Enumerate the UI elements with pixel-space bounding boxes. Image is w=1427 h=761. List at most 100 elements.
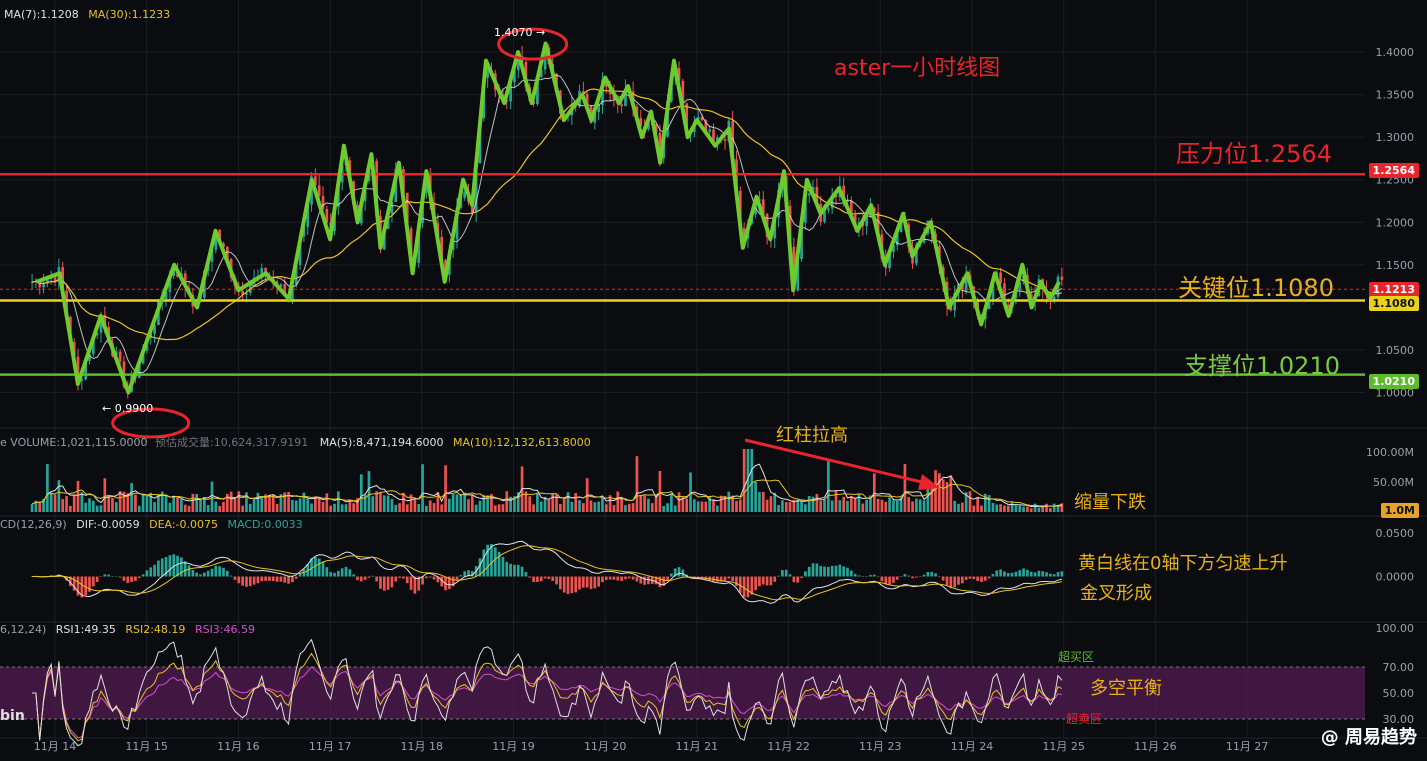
macd-histogram-bar (1010, 572, 1014, 577)
candle-body (593, 112, 597, 123)
x-tick-label: 11月 15 (125, 740, 168, 753)
volume-bar (325, 493, 329, 512)
candle-body (317, 185, 321, 196)
macd-histogram-bar (758, 576, 761, 587)
volume-bar (758, 492, 761, 512)
macd-histogram-bar (957, 576, 960, 585)
macd-histogram-bar (750, 576, 754, 595)
swing-line (36, 41, 1061, 395)
volume-bar (111, 497, 114, 512)
macd-histogram-bar (164, 557, 168, 577)
volume-bar (34, 500, 38, 512)
volume-bar (934, 470, 937, 512)
macd-header: CD(12,26,9) DIF:-0.0059 DEA:-0.0075 MACD… (0, 518, 303, 531)
macd-dea: DEA:-0.0075 (149, 518, 219, 531)
macd-histogram-bar (141, 574, 145, 577)
volume-bar (792, 499, 796, 512)
macd-dea-line (32, 545, 1062, 601)
macd-histogram-bar (470, 571, 474, 577)
macd-histogram-bar (888, 576, 891, 585)
candle-body (872, 207, 876, 213)
volume-bar (516, 492, 520, 512)
volume-bar (857, 493, 861, 512)
candle-body (704, 120, 708, 132)
candle-body (241, 290, 244, 295)
macd-histogram-bar (861, 576, 865, 578)
volume-bar (834, 491, 838, 512)
volume-bar (968, 491, 972, 512)
macd-histogram-bar (915, 576, 918, 578)
macd-histogram-bar (731, 576, 734, 582)
macd-histogram-bar (157, 560, 160, 577)
macd-histogram-bar (853, 573, 857, 577)
macd-histogram-bar (834, 565, 838, 577)
macd-histogram-bar (428, 576, 432, 578)
volume-bar (1010, 502, 1014, 512)
macd-histogram-bar (899, 576, 903, 577)
volume-bar (421, 464, 424, 512)
macd-histogram-bar (149, 567, 153, 577)
candle-body (245, 293, 248, 295)
macd-histogram-bar (647, 576, 650, 585)
macd-histogram-bar (398, 576, 401, 578)
candle-body (639, 118, 643, 127)
volume-bar (291, 499, 294, 512)
macd-histogram-bar (846, 567, 849, 577)
volume-bar (727, 491, 731, 512)
volume-bar (130, 483, 133, 512)
candle-body (417, 223, 421, 263)
candle-body (849, 200, 853, 216)
volume-bar (321, 501, 325, 512)
volume-bar (436, 492, 440, 512)
volume-bar (386, 495, 390, 512)
x-tick-label: 11月 22 (767, 740, 810, 753)
candle-body (91, 335, 95, 355)
candle-body (99, 315, 103, 333)
volume-bar (474, 504, 478, 512)
volume-bar (804, 504, 807, 512)
macd-histogram-bar (524, 571, 528, 577)
volume-bar (1033, 503, 1037, 512)
candle-body (46, 278, 49, 284)
volume-bar (467, 499, 470, 512)
volume-bar (723, 495, 727, 512)
volume-bar (620, 497, 623, 512)
key-level-label: 关键位1.1080 (1178, 274, 1334, 302)
macd-histogram-bar (670, 573, 673, 577)
candle-body (153, 325, 156, 334)
volume-bar (884, 501, 888, 512)
macd-histogram-bar (662, 576, 666, 586)
volume-bar (302, 492, 306, 512)
candle-body (620, 104, 623, 107)
macd-dif: DIF:-0.0059 (76, 518, 140, 531)
volume-bar (895, 500, 899, 512)
volume-bar (61, 499, 65, 512)
volume-bar (1041, 506, 1045, 512)
macd-histogram-bar (187, 565, 191, 577)
candle-body (88, 354, 91, 361)
macd-histogram-bar (214, 565, 218, 577)
volume-bar (252, 498, 256, 512)
macd-histogram-bar (949, 576, 953, 589)
price-tick-label: 1.4000 (1376, 46, 1415, 59)
macd-histogram-bar (907, 575, 911, 577)
macd-histogram-bar (922, 574, 926, 577)
volume-bar (983, 493, 987, 512)
volume-bar (846, 500, 849, 512)
volume-bar (1014, 505, 1018, 512)
macd-histogram-bar (467, 570, 470, 577)
volume-bar (807, 496, 811, 512)
macd-histogram-bar (516, 564, 520, 577)
high-circle (497, 27, 569, 61)
macd-histogram-bar (754, 576, 757, 591)
volume-bar (203, 497, 206, 512)
macd-histogram-bar (635, 576, 639, 582)
volume-bar (823, 499, 826, 512)
candle-body (183, 273, 187, 288)
volume-bar (371, 496, 375, 512)
macd-histogram-bar (658, 576, 662, 588)
candle-body (804, 195, 807, 223)
volume-bar (398, 503, 401, 512)
volume-tick-label: 50.00M (1373, 476, 1414, 489)
volume-bar (417, 504, 421, 512)
